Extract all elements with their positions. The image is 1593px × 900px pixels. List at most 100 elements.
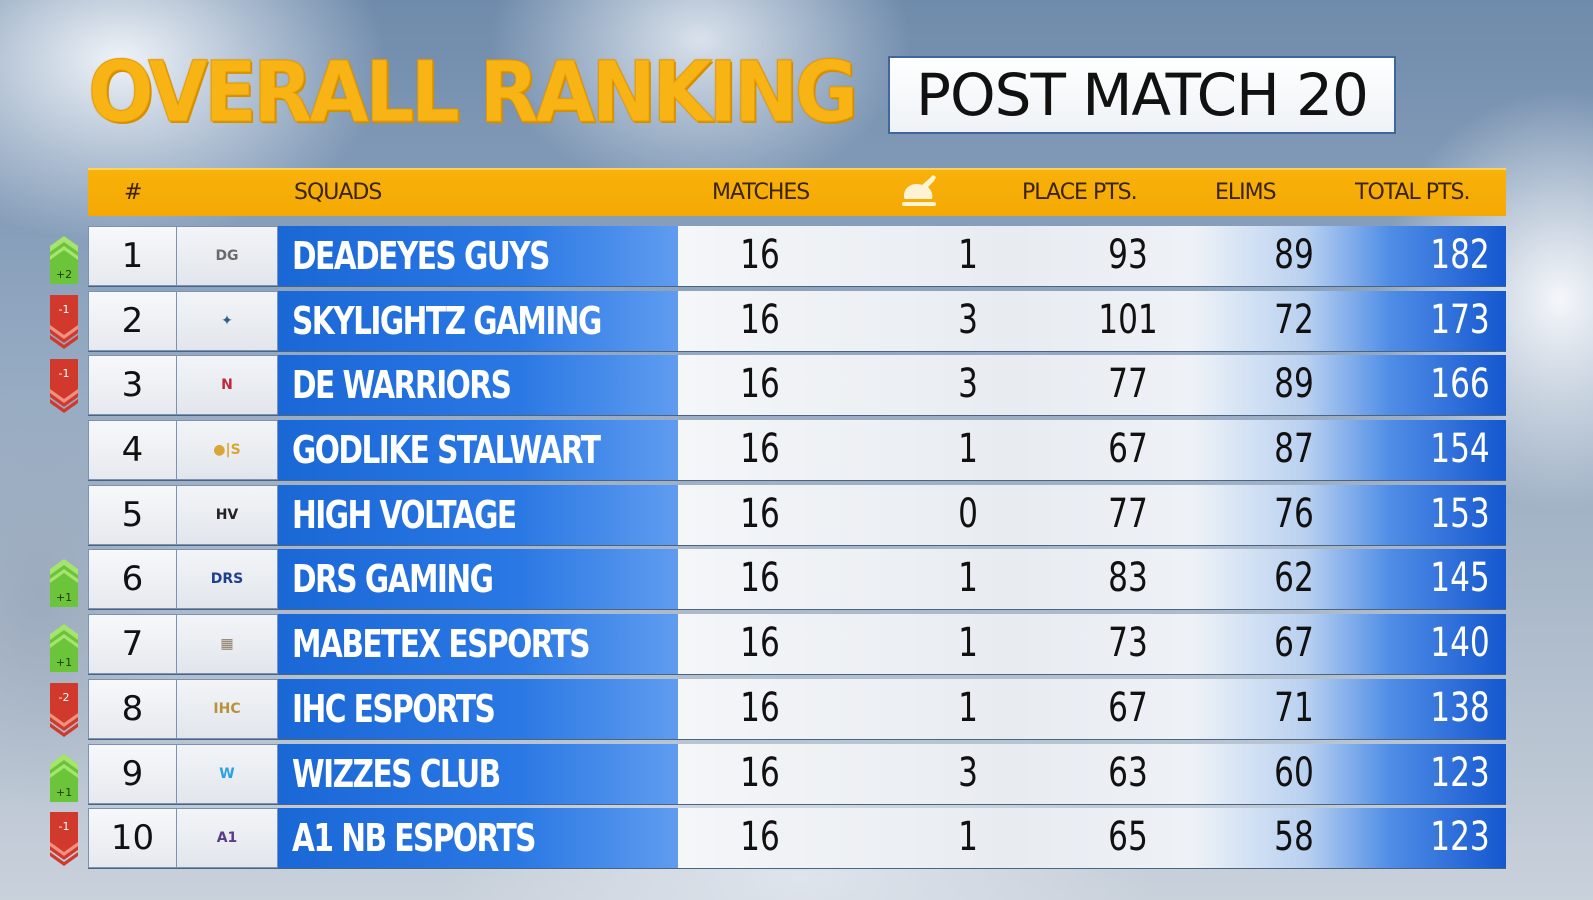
ranking-table: # SQUADS MATCHES PLACE PTS. ELIMS TOTAL … <box>50 168 1506 873</box>
rank-change-badge <box>48 424 80 478</box>
table-row: -1 2 ✦ SKYLIGHTZ GAMING 16 3 101 72 173 <box>50 290 1506 351</box>
wins-value: 3 <box>958 749 978 796</box>
rank-up-badge: +1 <box>48 748 80 802</box>
wizzes-club-logo-icon: W <box>219 765 235 782</box>
matches-value: 16 <box>740 555 780 602</box>
wins-value: 0 <box>958 490 978 537</box>
team-name-cell: HIGH VOLTAGE <box>278 484 678 545</box>
team-name-cell: SKYLIGHTZ GAMING <box>278 290 678 351</box>
wins-value: 3 <box>958 296 978 343</box>
matches-value: 16 <box>740 426 780 473</box>
elims-value: 60 <box>1274 749 1314 796</box>
header-elims: ELIMS <box>1215 180 1277 205</box>
elims-value: 72 <box>1274 296 1314 343</box>
rank-value: 5 <box>121 494 144 535</box>
rank-cell: 10 <box>88 808 177 869</box>
team-name: SKYLIGHTZ GAMING <box>292 298 602 343</box>
svg-text:-1: -1 <box>59 820 70 833</box>
elims-value: 71 <box>1274 684 1314 731</box>
table-row: +1 9 W WIZZES CLUB 16 3 63 60 123 <box>50 743 1506 804</box>
match-label: POST MATCH 20 <box>888 56 1396 134</box>
header-total-pts: TOTAL PTS. <box>1355 180 1470 205</box>
rank-value: 6 <box>121 559 144 600</box>
stats-cell: 16 0 77 76 153 <box>678 484 1506 545</box>
high-voltage-logo-icon: HV <box>215 506 239 523</box>
rank-cell: 6 <box>88 549 177 610</box>
total-pts-value: 153 <box>1430 490 1490 537</box>
place-pts-value: 73 <box>1108 620 1148 667</box>
rank-value: 10 <box>110 818 155 859</box>
team-name: GODLIKE STALWART <box>292 428 601 473</box>
rank-cell: 4 <box>88 420 177 481</box>
rank-down-badge: -1 <box>48 359 80 414</box>
logo-cell: IHC <box>177 678 278 739</box>
place-pts-value: 63 <box>1108 749 1148 796</box>
wins-value: 1 <box>958 555 978 602</box>
page-title: OVERALL RANKING <box>88 43 859 142</box>
header-squads: SQUADS <box>294 180 382 205</box>
logo-cell: ●|S <box>177 420 278 481</box>
matches-value: 16 <box>740 749 780 796</box>
team-name: HIGH VOLTAGE <box>292 492 517 537</box>
place-pts-value: 93 <box>1108 232 1148 278</box>
place-pts-value: 101 <box>1098 296 1158 343</box>
wins-value: 3 <box>958 361 978 408</box>
svg-text:-1: -1 <box>59 367 70 380</box>
team-name-cell: WIZZES CLUB <box>278 743 678 804</box>
table-row: +2 1 DG DEADEYES GUYS 16 1 93 89 182 <box>50 226 1506 286</box>
elims-value: 89 <box>1274 361 1314 408</box>
logo-cell: N <box>177 355 278 416</box>
team-name: DEADEYES GUYS <box>292 234 551 278</box>
rank-down-badge: -2 <box>48 682 80 737</box>
rank-cell: 9 <box>88 743 177 804</box>
rank-cell: 8 <box>88 678 177 739</box>
team-name: IHC ESPORTS <box>292 686 496 731</box>
table-header: # SQUADS MATCHES PLACE PTS. ELIMS TOTAL … <box>88 168 1506 216</box>
rank-change-badge <box>48 489 80 543</box>
total-pts-value: 166 <box>1430 361 1490 408</box>
stats-cell: 16 1 67 87 154 <box>678 420 1506 481</box>
rank-value: 4 <box>121 430 144 471</box>
stats-cell: 16 1 93 89 182 <box>678 226 1506 286</box>
total-pts-value: 173 <box>1430 296 1490 343</box>
logo-cell: A1 <box>177 808 278 869</box>
total-pts-value: 123 <box>1430 749 1490 796</box>
place-pts-value: 77 <box>1108 361 1148 408</box>
team-name-cell: GODLIKE STALWART <box>278 420 678 481</box>
logo-cell: W <box>177 743 278 804</box>
place-pts-value: 67 <box>1108 684 1148 731</box>
skylightz-gaming-logo-icon: ✦ <box>221 312 233 329</box>
ihc-esports-logo-icon: IHC <box>213 700 241 717</box>
place-pts-value: 77 <box>1108 490 1148 537</box>
elims-value: 87 <box>1274 426 1314 473</box>
logo-cell: DRS <box>177 549 278 610</box>
de-warriors-logo-icon: N <box>221 377 233 394</box>
wins-value: 1 <box>958 620 978 667</box>
logo-cell: ▦ <box>177 614 278 675</box>
a1-nb-esports-logo-icon: A1 <box>216 830 238 847</box>
svg-text:+1: +1 <box>56 786 72 799</box>
rank-value: 7 <box>121 624 144 665</box>
svg-text:+2: +2 <box>56 268 72 281</box>
matches-value: 16 <box>740 814 780 861</box>
wins-value: 1 <box>958 814 978 861</box>
svg-text:-2: -2 <box>59 691 70 704</box>
total-pts-value: 182 <box>1430 232 1490 278</box>
logo-cell: DG <box>177 226 278 286</box>
header-place-pts: PLACE PTS. <box>1022 180 1138 205</box>
wins-value: 1 <box>958 232 978 278</box>
total-pts-value: 123 <box>1430 814 1490 861</box>
deadeyes-guys-logo-icon: DG <box>215 248 239 264</box>
table-row: +1 6 DRS DRS GAMING 16 1 83 62 145 <box>50 549 1506 610</box>
matches-value: 16 <box>740 232 780 278</box>
header-rank: # <box>124 180 142 205</box>
stats-cell: 16 1 67 71 138 <box>678 678 1506 739</box>
rank-cell: 2 <box>88 290 177 351</box>
drs-gaming-logo-icon: DRS <box>210 571 244 588</box>
team-name: MABETEX ESPORTS <box>292 622 591 667</box>
elims-value: 89 <box>1274 232 1314 278</box>
total-pts-value: 145 <box>1430 555 1490 602</box>
mabetex-esports-logo-icon: ▦ <box>220 636 234 653</box>
rank-value: 8 <box>121 688 144 729</box>
matches-value: 16 <box>740 684 780 731</box>
